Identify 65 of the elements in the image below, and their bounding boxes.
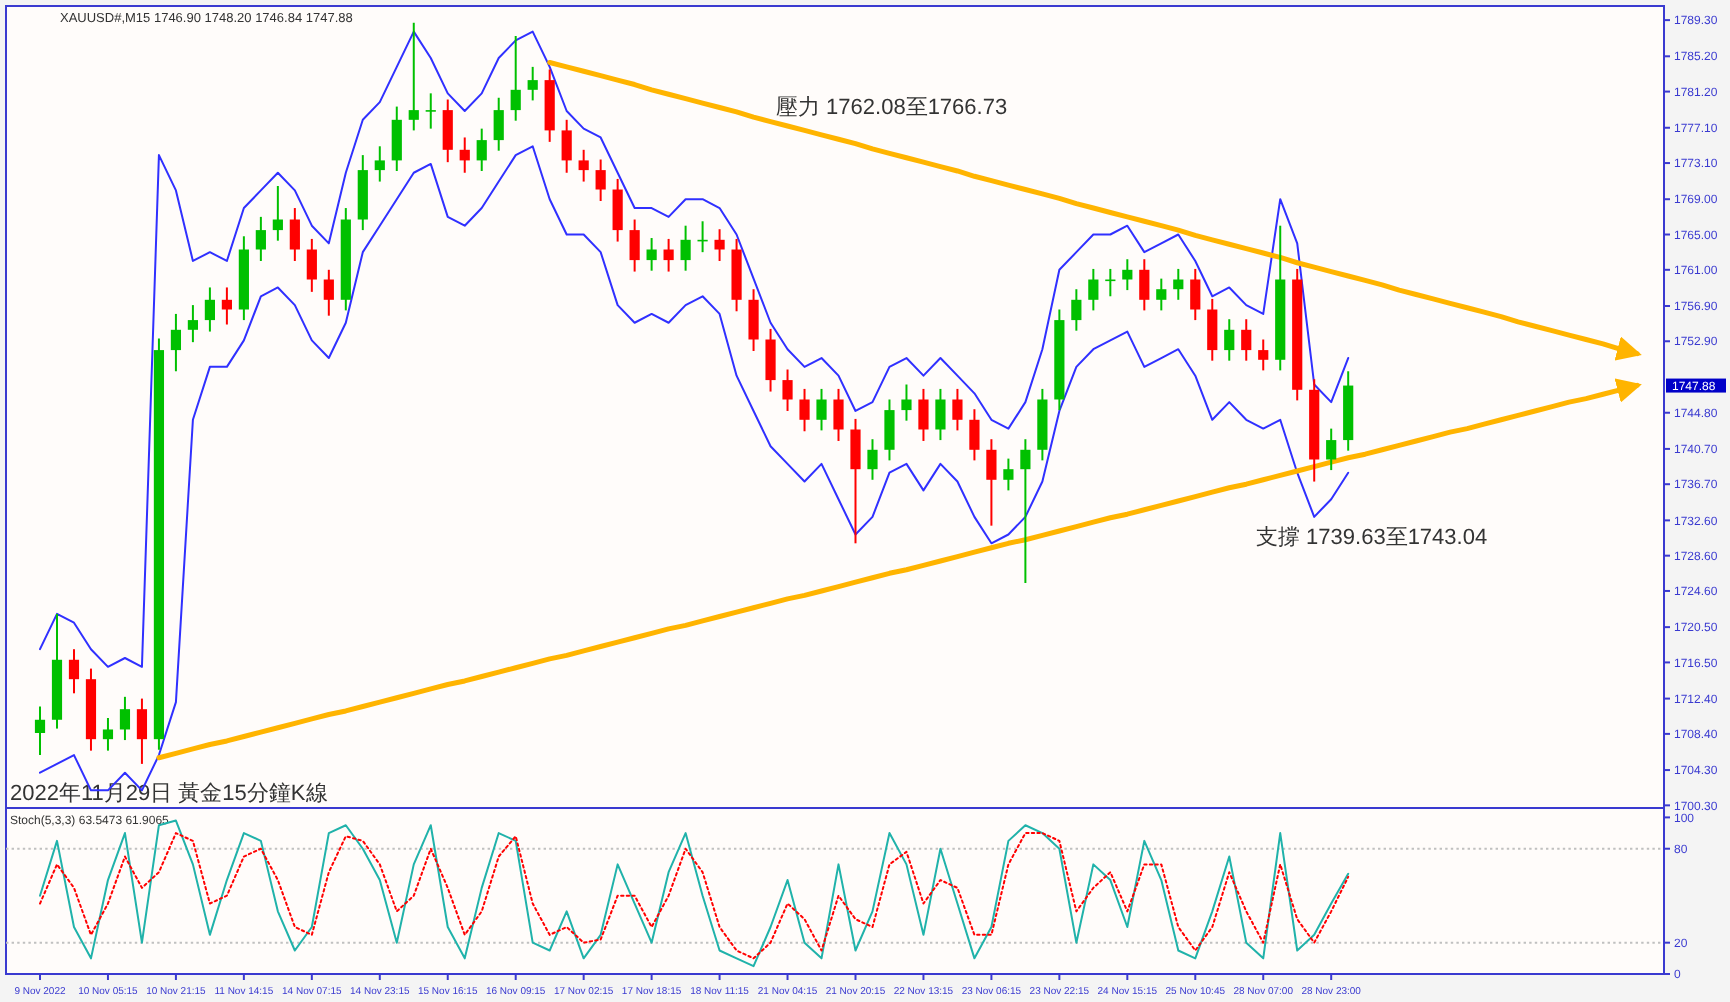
candlestick <box>663 237 674 273</box>
candlestick <box>1020 438 1031 585</box>
candlestick <box>561 118 572 174</box>
annotation: 壓力 1762.08至1766.73 <box>776 94 1008 120</box>
candlestick <box>323 268 334 317</box>
candlestick <box>187 304 198 344</box>
candlestick <box>884 398 895 462</box>
candlestick <box>476 127 487 172</box>
candlestick <box>527 65 538 102</box>
candlestick <box>1207 297 1218 362</box>
candlestick <box>680 224 691 272</box>
candlestick <box>918 387 929 442</box>
candlestick <box>391 105 402 172</box>
candlestick <box>1156 277 1167 312</box>
candlestick <box>782 368 793 412</box>
candlestick <box>765 327 776 393</box>
candlestick <box>204 286 215 333</box>
text: 2022年11月29日 黃金15分鐘K線 <box>10 780 328 806</box>
candlestick <box>986 438 997 527</box>
candlestick <box>170 312 182 373</box>
candlestick <box>289 207 300 262</box>
candlestick <box>136 697 148 765</box>
candlestick <box>714 228 725 262</box>
candlestick <box>867 438 878 481</box>
candlestick <box>1173 267 1184 301</box>
candlestick <box>935 387 946 442</box>
annotation: 支撐 1739.63至1743.04 <box>1256 524 1488 550</box>
candlestick <box>1326 427 1337 472</box>
candlestick <box>459 136 470 174</box>
candlestick <box>34 705 46 757</box>
candlestick <box>221 286 232 326</box>
candlestick <box>1003 457 1014 492</box>
candlestick <box>748 288 759 352</box>
candlestick <box>969 408 980 462</box>
candlestick <box>816 387 827 432</box>
candlestick <box>1071 288 1082 332</box>
candlestick <box>646 237 657 272</box>
candlestick <box>1224 318 1235 362</box>
candlestick <box>255 215 266 262</box>
candlestick <box>68 648 80 695</box>
candlestick <box>799 387 810 433</box>
candlestick <box>1122 258 1133 292</box>
candlestick <box>425 92 436 130</box>
candlestick <box>1190 267 1201 322</box>
candlestick <box>952 387 963 432</box>
candlestick <box>629 218 640 273</box>
candlestick <box>408 21 419 132</box>
candlestick <box>119 695 131 742</box>
candlestick <box>442 98 453 164</box>
candlestick <box>272 184 283 242</box>
candlestick <box>493 96 504 152</box>
candlestick <box>306 237 317 293</box>
candlestick <box>850 417 861 545</box>
candlestick <box>102 717 114 752</box>
candlestick <box>612 177 623 243</box>
candlestick <box>1088 267 1099 312</box>
candlestick <box>833 387 844 442</box>
candlestick <box>374 145 385 183</box>
candlestick <box>1139 258 1150 312</box>
candlestick <box>1241 318 1252 362</box>
candlestick <box>901 383 912 422</box>
candlestick <box>578 148 589 183</box>
candlestick <box>510 35 521 122</box>
candlestick <box>1258 338 1269 372</box>
candlestick <box>595 158 606 202</box>
